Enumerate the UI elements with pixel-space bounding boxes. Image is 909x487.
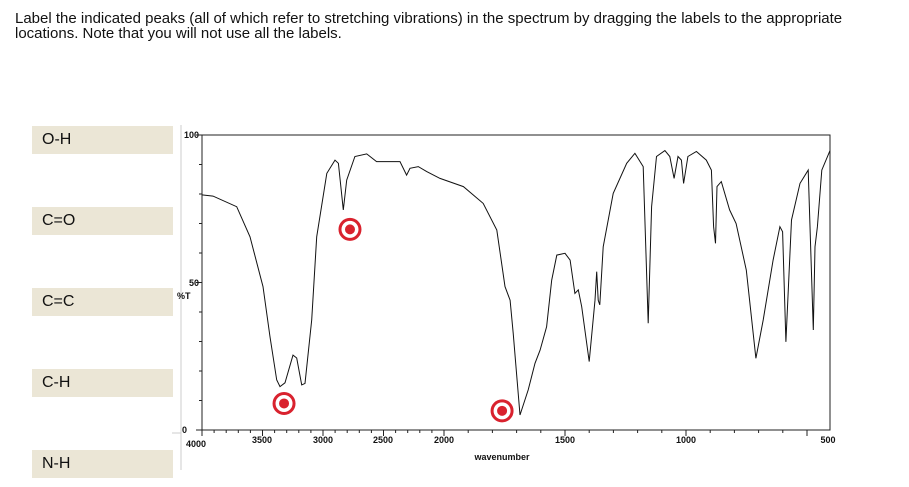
x-tick-4000: 4000 (186, 439, 206, 449)
x-tick-1000: 1000 (676, 435, 696, 445)
y-tick-100: 100 (184, 130, 199, 140)
target-dot-icon (497, 405, 508, 416)
drop-target-1[interactable] (272, 391, 296, 415)
x-tick-3000: 3000 (313, 435, 333, 445)
y-tick-0: 0 (182, 425, 187, 435)
x-axis-label: wavenumber (473, 452, 530, 462)
instructions: Label the indicated peaks (all of which … (15, 10, 843, 42)
x-tick-2000: 2000 (434, 435, 454, 445)
x-tick-2500: 2500 (373, 435, 393, 445)
label-o-h[interactable]: O-H (32, 126, 173, 154)
spectrum-line (201, 149, 831, 416)
y-axis-label: %T (177, 291, 191, 301)
x-tick-3500: 3500 (252, 435, 272, 445)
target-dot-icon (279, 398, 290, 409)
label-n-h[interactable]: N-H (32, 450, 173, 478)
drop-target-3[interactable] (490, 399, 514, 423)
drop-target-2[interactable] (338, 217, 362, 241)
y-tick-50: 50 (189, 278, 199, 288)
label-c-o-double[interactable]: C=O (32, 207, 173, 235)
plot-frame (201, 134, 831, 431)
x-tick-1500: 1500 (555, 435, 575, 445)
label-c-c-double[interactable]: C=C (32, 288, 173, 316)
target-dot-icon (344, 224, 355, 235)
x-tick-500: 500 (820, 435, 835, 445)
label-c-h[interactable]: C-H (32, 369, 173, 397)
